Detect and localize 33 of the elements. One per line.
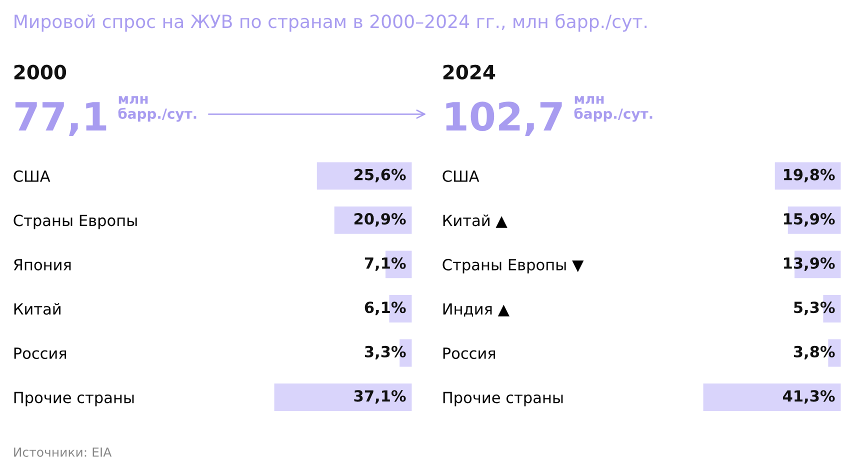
text: 2000 <box>14 64 66 80</box>
bar <box>316 162 412 190</box>
y-tick-label: Страны Европы <box>14 214 137 230</box>
chart-subtitle: 102,7 млн барр./сут. <box>446 96 652 136</box>
bar <box>274 384 412 411</box>
y-tick-label: США <box>14 170 50 182</box>
data-label: 20,9% <box>354 213 406 227</box>
data-label: 6,1% <box>364 302 406 316</box>
y-tick-label: Прочие страны <box>443 392 563 406</box>
data-label: 15,9% <box>784 213 835 227</box>
chart-subtitle: 77,1 млн барр./сут. <box>15 96 196 136</box>
y-tick-label: Страны Европы ▼ <box>442 258 584 274</box>
bar <box>703 384 841 411</box>
y-tick-label: Индия ▲ <box>443 303 510 317</box>
data-label: 41,3% <box>782 390 835 404</box>
data-label: 7,1% <box>364 257 406 271</box>
text: 2024 <box>443 64 496 80</box>
data-label: 5,3% <box>794 302 835 316</box>
data-label: 3,8% <box>794 346 835 360</box>
y-tick-label: Япония <box>14 259 71 270</box>
y-tick-label: Россия <box>14 348 66 360</box>
data-label: 3,3% <box>364 346 406 360</box>
text: Источники: EIA <box>14 448 112 457</box>
y-tick-label: Китай <box>14 302 60 315</box>
y-tick-label: США <box>442 170 480 182</box>
data-label: 13,9% <box>784 257 835 271</box>
y-tick-label: Прочие страны <box>14 392 134 406</box>
y-tick-label: Китай ▲ <box>443 214 508 228</box>
data-label: 25,6% <box>354 168 406 182</box>
data-label: 19,8% <box>784 168 835 182</box>
y-tick-label: Россия <box>443 348 496 360</box>
text: Мировой спрос на ЖУВ по странам в 2000–2024 гг., млн барр./сут. <box>14 14 647 32</box>
data-label: 37,1% <box>354 390 406 404</box>
